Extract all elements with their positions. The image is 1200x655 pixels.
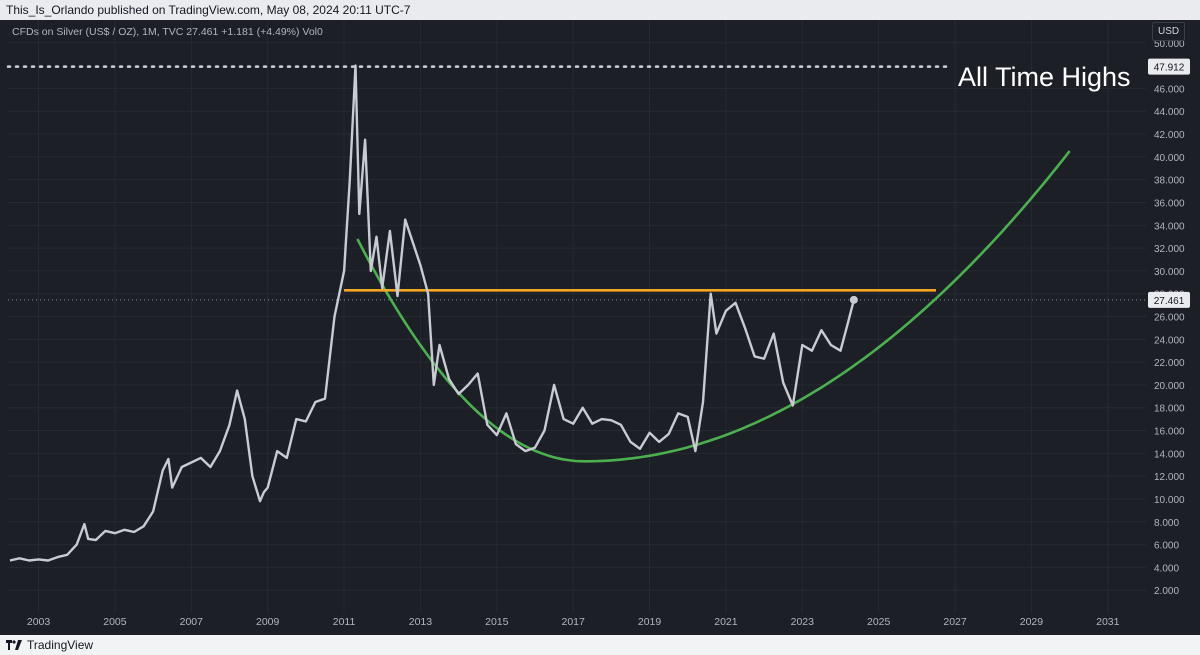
footer-bar: TradingView xyxy=(0,635,1200,655)
y-tick-label: 36.000 xyxy=(1154,198,1185,209)
y-tick-label: 6.000 xyxy=(1154,541,1179,552)
price-series-line xyxy=(9,64,856,562)
ath-price-label-bg xyxy=(1148,58,1190,75)
y-tick-label: 46.000 xyxy=(1154,84,1185,95)
y-tick-label: 12.000 xyxy=(1154,472,1185,483)
y-tick-label: 38.000 xyxy=(1154,176,1185,187)
y-tick-label: 32.000 xyxy=(1154,244,1185,255)
x-tick-label: 2009 xyxy=(256,616,280,628)
y-tick-label: 40.000 xyxy=(1154,153,1185,164)
trend-curve xyxy=(356,150,1071,463)
x-tick-label: 2015 xyxy=(485,616,509,628)
symbol-info: CFDs on Silver (US$ / OZ), 1M, TVC 27.46… xyxy=(12,26,323,38)
ath-annotation: All Time Highs xyxy=(958,62,1131,92)
publisher-text: This_Is_Orlando published on TradingView… xyxy=(6,3,411,17)
x-tick-label: 2017 xyxy=(562,616,586,628)
x-tick-label: 2027 xyxy=(943,616,967,628)
x-tick-label: 2013 xyxy=(409,616,433,628)
y-tick-label: 14.000 xyxy=(1154,449,1185,460)
y-tick-label: 30.000 xyxy=(1154,267,1185,278)
y-tick-label: 34.000 xyxy=(1154,221,1185,232)
x-tick-label: 2003 xyxy=(27,616,51,628)
footer-brand: TradingView xyxy=(27,638,94,652)
last-price-label: 27.461 xyxy=(1154,296,1185,307)
ath-price-label: 47.912 xyxy=(1154,63,1185,74)
x-tick-label: 2025 xyxy=(867,616,891,628)
publisher-header: This_Is_Orlando published on TradingView… xyxy=(0,0,1200,20)
y-tick-label: 10.000 xyxy=(1154,495,1185,506)
time-axis: 2003 2005 2007 2009 2011 2013 2015 2017 2019 2021… xyxy=(27,616,1120,628)
y-tick-label: 50.000 xyxy=(1154,39,1185,50)
chart-area[interactable]: 2.000 4.000 6.000 8.000 10.000 12.000 14.000 16… xyxy=(0,20,1200,635)
x-tick-label: 2021 xyxy=(714,616,738,628)
x-tick-label: 2019 xyxy=(638,616,662,628)
x-tick-label: 2023 xyxy=(791,616,815,628)
y-tick-label: 24.000 xyxy=(1154,335,1185,346)
y-tick-label: 8.000 xyxy=(1154,518,1179,529)
x-tick-label: 2007 xyxy=(180,616,204,628)
ath-layer xyxy=(6,65,1146,301)
x-tick-label: 2031 xyxy=(1096,616,1120,628)
price-labels: 47.912 27.461 xyxy=(1148,58,1190,308)
y-tick-label: 18.000 xyxy=(1154,404,1185,415)
y-tick-label: 20.000 xyxy=(1154,381,1185,392)
y-tick-label: 42.000 xyxy=(1154,130,1185,141)
x-tick-label: 2011 xyxy=(333,616,356,628)
trend-layer xyxy=(344,150,1071,463)
y-tick-label: 26.000 xyxy=(1154,313,1185,324)
x-tick-label: 2029 xyxy=(1020,616,1044,628)
y-tick-label: 16.000 xyxy=(1154,427,1185,438)
currency-button[interactable]: USD xyxy=(1152,22,1186,41)
y-tick-label: 44.000 xyxy=(1154,107,1185,118)
last-price-label-bg xyxy=(1148,291,1190,308)
price-chart[interactable]: 2.000 4.000 6.000 8.000 10.000 12.000 14.000 16… xyxy=(0,20,1200,635)
y-tick-label: 22.000 xyxy=(1154,358,1185,369)
last-price-point xyxy=(849,295,858,304)
tradingview-logo-icon xyxy=(6,640,22,650)
y-tick-label: 2.000 xyxy=(1154,586,1179,597)
price-layer xyxy=(9,64,858,562)
y-tick-label: 4.000 xyxy=(1154,563,1179,574)
price-axis: 2.000 4.000 6.000 8.000 10.000 12.000 14.000 16… xyxy=(1154,39,1185,597)
x-tick-label: 2005 xyxy=(103,616,127,628)
chart-grid xyxy=(8,20,1146,613)
